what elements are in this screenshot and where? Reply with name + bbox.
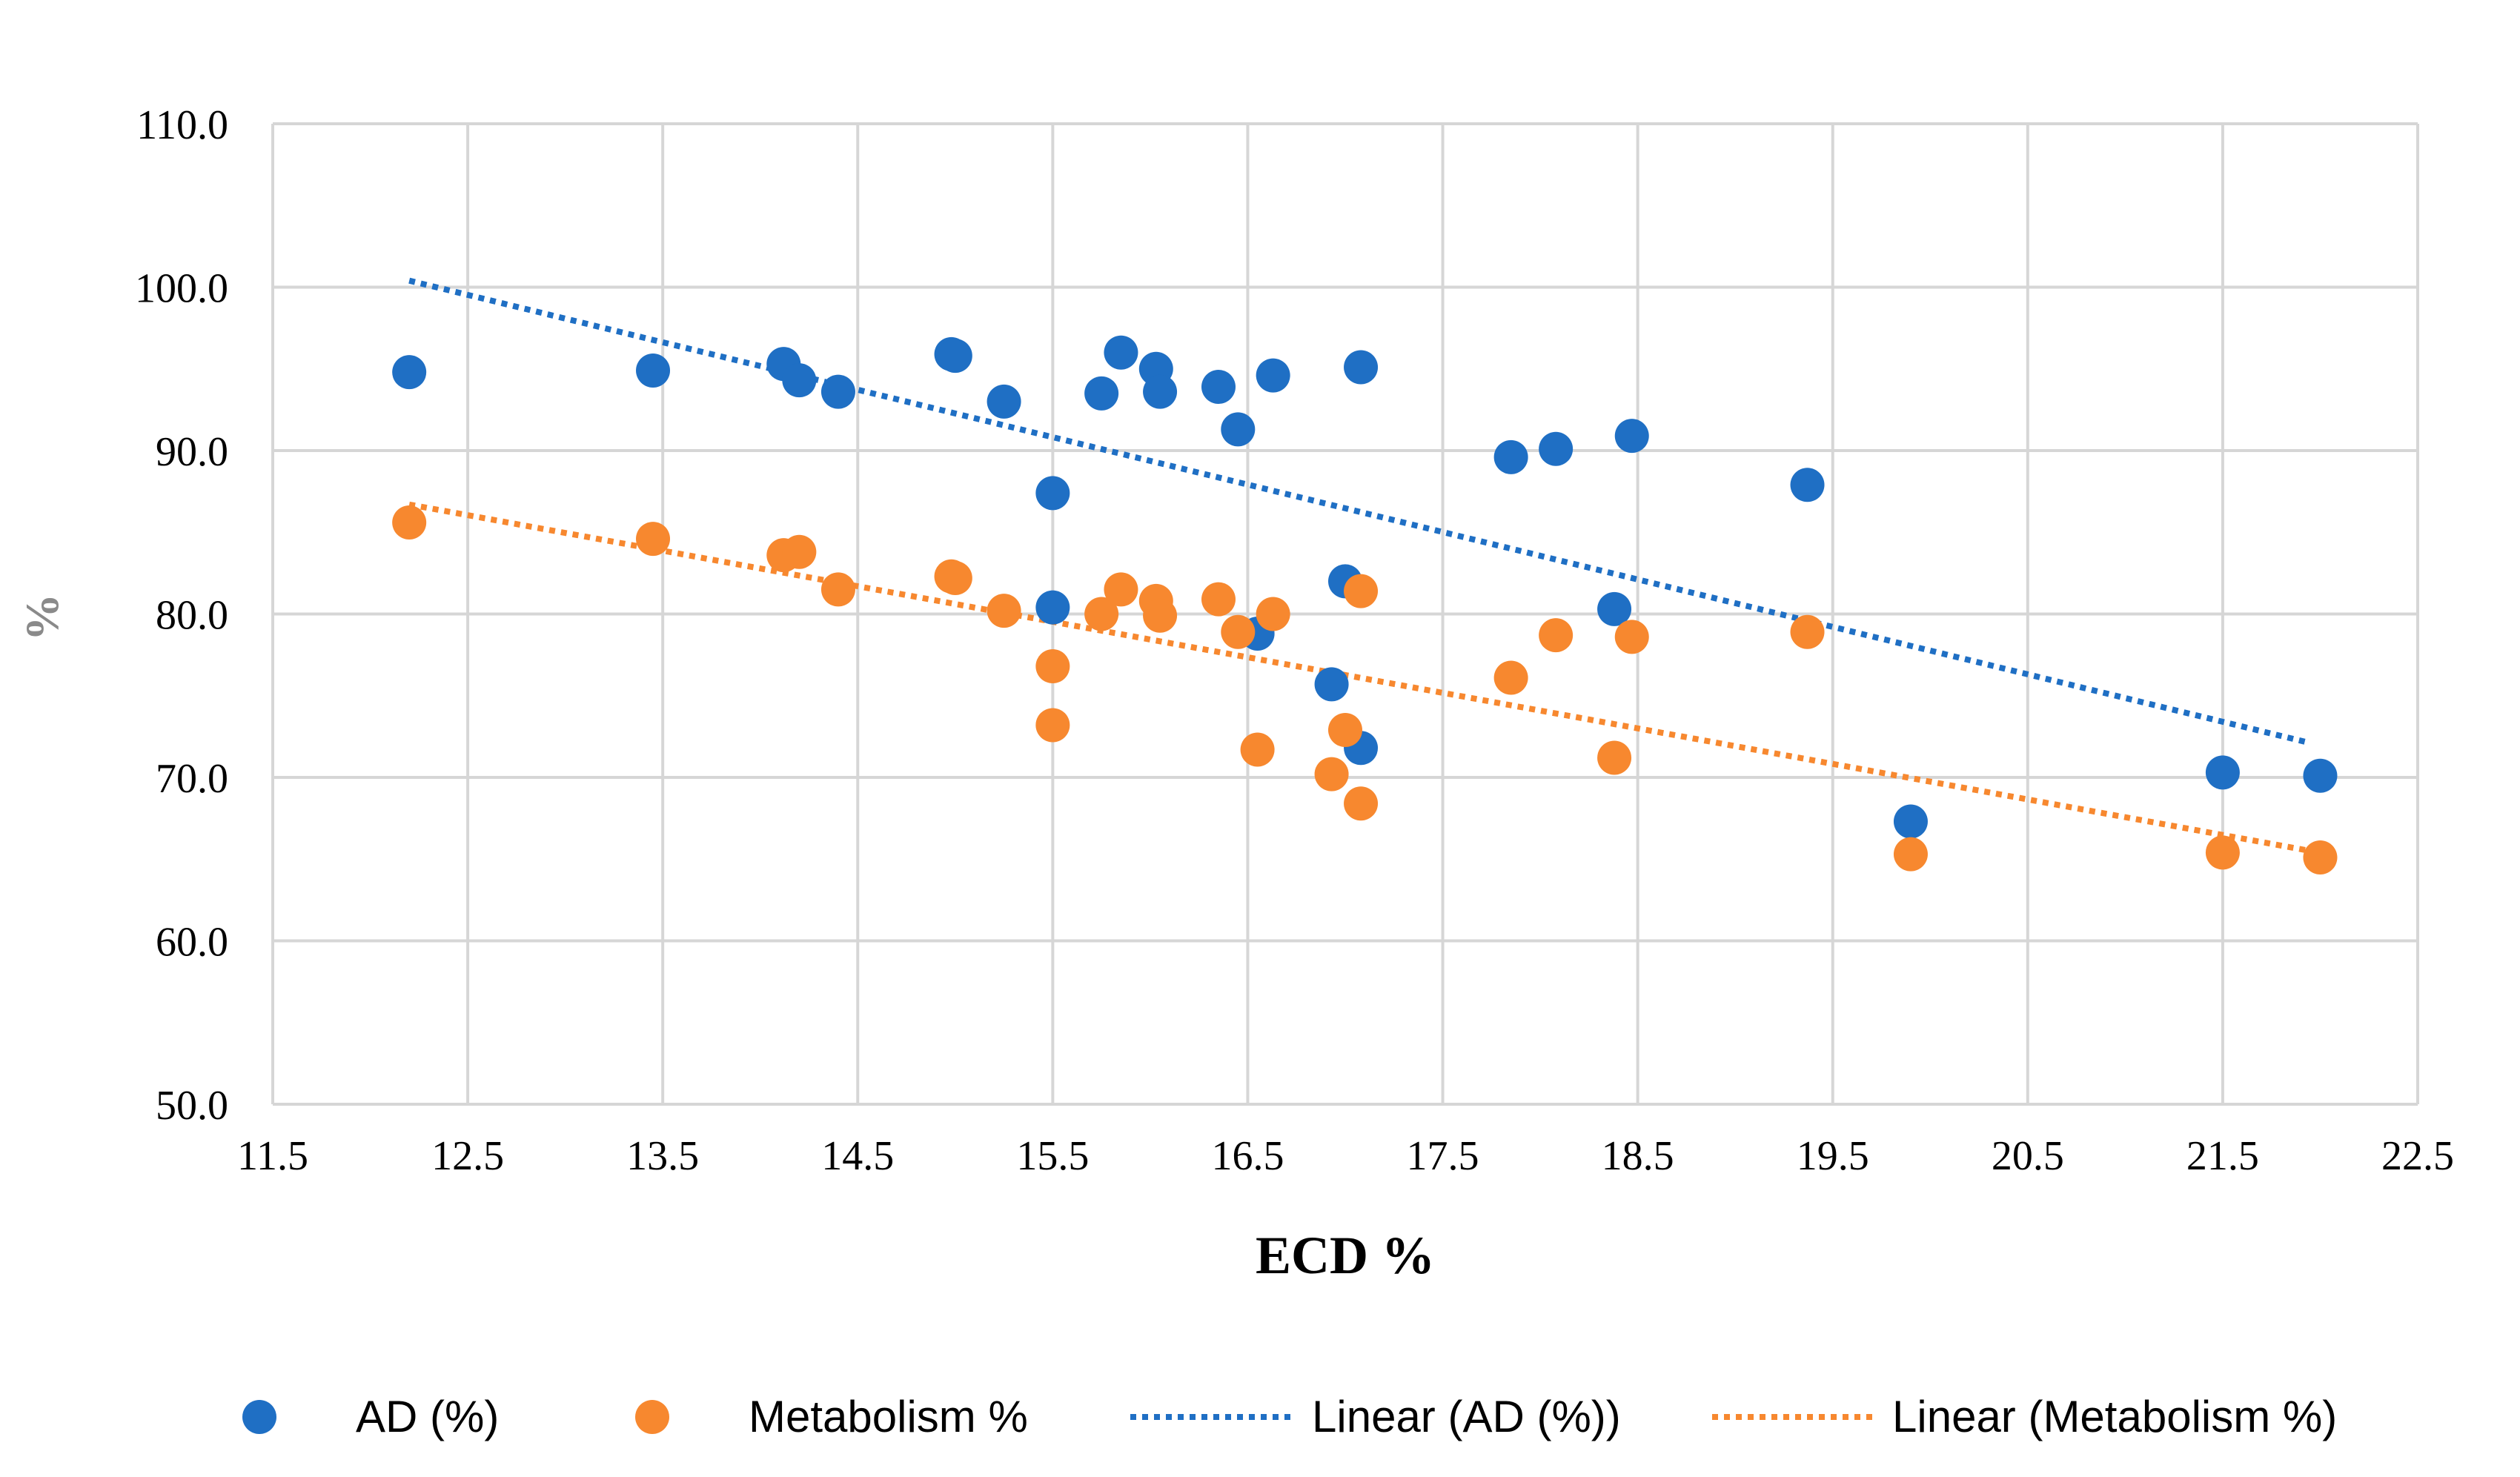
ad-point [782,363,817,398]
metabolism-point [1314,757,1349,791]
data-points [392,335,2338,875]
ad-point [2303,758,2338,793]
metabolism-point [1201,582,1236,617]
ad-point [636,353,671,388]
y-tick-label: 60.0 [156,920,228,966]
ad-point [1035,476,1070,511]
x-tick-label: 15.5 [1016,1133,1089,1179]
metabolism-point [1614,620,1649,654]
metabolism-point [820,572,855,607]
metabolism-point [1035,649,1070,684]
metabolism-point [1104,572,1138,607]
ad-point [1597,591,1632,626]
x-axis-title: ECD % [1256,1226,1435,1285]
metabolism-point [1035,708,1070,743]
metabolism-point [1256,597,1290,631]
metabolism-point [392,505,427,540]
metabolism-point [2205,835,2240,870]
metabolism-point [987,594,1021,628]
x-tick-label: 21.5 [2186,1133,2259,1179]
ad-point [1084,376,1119,411]
trendline-linear-ad [408,277,2312,746]
y-tick-label: 80.0 [156,593,228,639]
metabolism-point [1328,713,1362,748]
metabolism-point [1143,598,1178,633]
legend-marker-metabolism [635,1400,669,1434]
ad-point [1256,358,1290,393]
metabolism-point [1893,837,1928,872]
x-tick-label: 17.5 [1407,1133,1479,1179]
y-axis-title: % [16,594,68,641]
trendlines [408,277,2312,854]
ad-point [1790,468,1825,502]
metabolism-point [1597,740,1632,775]
legend: AD (%) Metabolism % Linear (AD (%)) Linear … [242,1392,2337,1441]
x-tick-label: 12.5 [431,1133,504,1179]
metabolism-point [1539,618,1574,653]
x-tick-label: 19.5 [1797,1133,1869,1179]
ad-point [987,384,1021,419]
metabolism-point [636,522,671,557]
metabolism-point [1344,574,1379,608]
y-tick-label: 70.0 [156,756,228,802]
ad-point [1493,439,1528,474]
x-tick-label: 14.5 [821,1133,894,1179]
ad-point [1221,412,1256,447]
ad-point [1314,667,1349,702]
ad-point [1035,590,1070,625]
ad-point [1104,335,1138,370]
ad-point [938,339,972,374]
y-tick-label: 90.0 [156,429,228,475]
trendline-linear-metabolism [408,501,2312,854]
x-tick-label: 18.5 [1602,1133,1674,1179]
metabolism-point [1790,614,1825,649]
grid [271,122,2419,1106]
ad-point [1893,804,1928,839]
metabolism-point [1344,786,1379,821]
ad-point [2205,755,2240,790]
axes: 11.5 12.5 13.5 14.5 15.5 16.5 17.5 18.5 19.5 20.5… [135,102,2454,1179]
x-tick-label: 13.5 [626,1133,699,1179]
metabolism-point [1084,597,1119,631]
metabolism-point [782,534,817,569]
metabolism-point [1221,614,1256,649]
legend-label-metabolism: Metabolism % [749,1392,1028,1441]
ad-point [1143,374,1178,409]
legend-label-linear-metabolism: Linear (Metabolism %) [1892,1392,2337,1441]
metabolism-point [938,560,972,595]
y-tick-label: 110.0 [136,102,228,148]
metabolism-point [1493,660,1528,695]
legend-marker-ad [242,1400,276,1434]
y-tick-label: 100.0 [135,266,228,312]
ad-point [392,355,427,390]
ad-point [1201,370,1236,405]
x-tick-label: 20.5 [1992,1133,2064,1179]
y-tick-label: 50.0 [156,1083,228,1129]
ad-point [1344,350,1379,385]
legend-label-ad: AD (%) [356,1392,499,1441]
x-tick-label: 11.5 [237,1133,308,1179]
x-tick-label: 16.5 [1211,1133,1284,1179]
ad-point [1614,419,1649,454]
legend-label-linear-ad: Linear (AD (%)) [1312,1392,1621,1441]
ad-point [1539,431,1574,466]
ad-point [820,374,855,409]
metabolism-point [1240,732,1275,767]
metabolism-point [2303,840,2338,875]
x-tick-label: 22.5 [2381,1133,2454,1179]
